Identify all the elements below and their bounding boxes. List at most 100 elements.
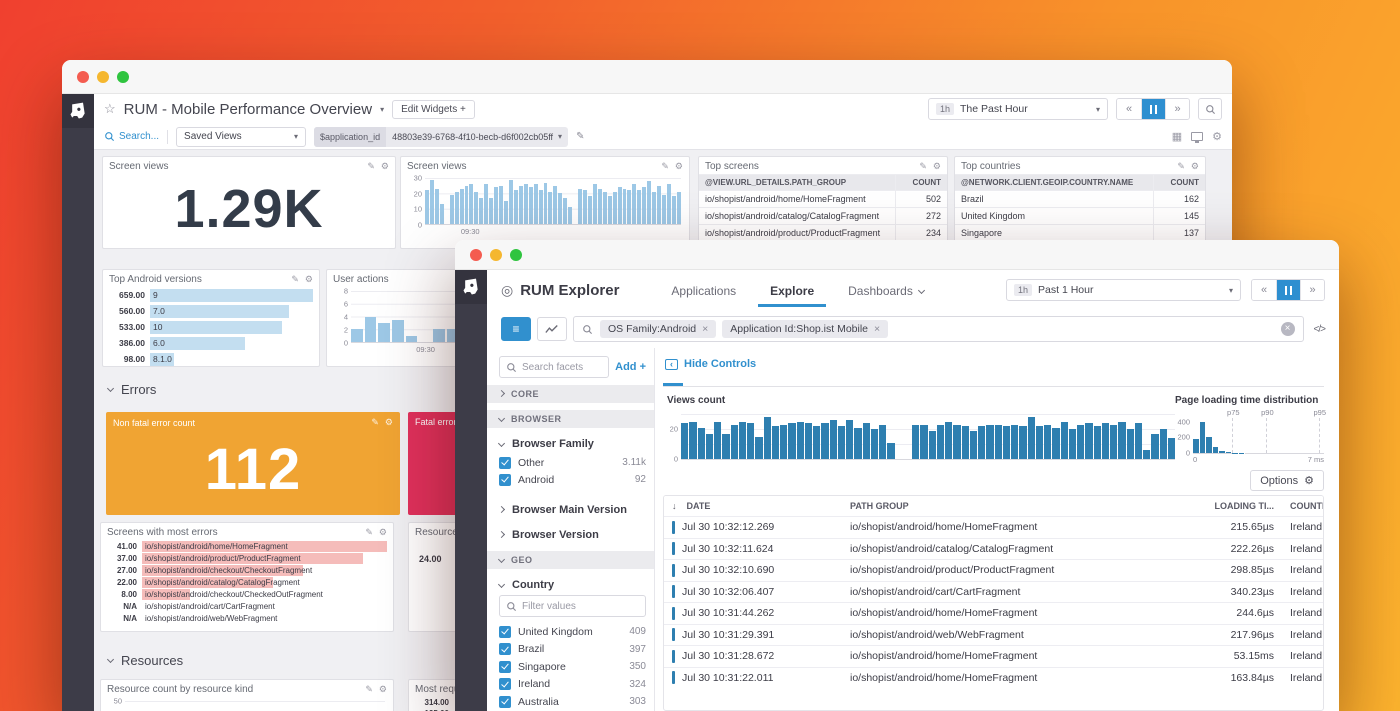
loading-time-distribution-chart[interactable]: 400 200 0 p75 p90 p95 — [1193, 418, 1324, 454]
event-row[interactable]: Jul 30 10:32:06.407 io/shopist/android/c… — [664, 581, 1323, 603]
search-query-field[interactable]: OS Family:Android × Application Id:Shop.… — [573, 316, 1304, 342]
hide-controls-button[interactable]: ‹ Hide Controls — [665, 358, 1324, 370]
table-row[interactable]: io/shopist/android/product/ProductFragme… — [699, 225, 947, 242]
edit-widgets-button[interactable]: Edit Widgets + — [392, 100, 475, 119]
rewind-button[interactable]: « — [1117, 99, 1141, 119]
dashboard-search[interactable]: Search... — [104, 131, 159, 142]
hbar-row[interactable]: 22.00 io/shopist/android/catalog/Catalog… — [101, 576, 393, 588]
column-header[interactable]: PATH GROUP — [842, 501, 1177, 511]
saved-views-select[interactable]: Saved Views ▾ — [176, 127, 306, 147]
search-filter-chip[interactable]: OS Family:Android × — [600, 320, 716, 338]
hbar-row[interactable]: 8.00 io/shopist/android/checkout/Checked… — [101, 588, 393, 600]
edit-pencil-icon[interactable]: ✎ — [1177, 161, 1185, 172]
event-row[interactable]: Jul 30 10:31:29.391 io/shopist/android/w… — [664, 624, 1323, 646]
sort-descending-icon[interactable]: ↓ — [672, 501, 677, 511]
title-caret-icon[interactable]: ▾ — [380, 105, 384, 114]
tab[interactable] — [663, 376, 683, 386]
widget-gear-icon[interactable]: ⚙ — [933, 161, 941, 172]
checkbox-checked-icon[interactable] — [499, 626, 511, 638]
table-row[interactable]: io/shopist/android/catalog/CatalogFragme… — [699, 208, 947, 225]
widget-gear-icon[interactable]: ⚙ — [1191, 161, 1199, 172]
edit-pencil-icon[interactable]: ✎ — [367, 161, 375, 172]
edit-pencil-icon[interactable]: ✎ — [291, 274, 299, 285]
options-button[interactable]: Options ⚙ — [1250, 470, 1324, 491]
tv-mode-icon[interactable] — [1191, 132, 1203, 141]
table-row[interactable]: United Kingdom145 — [955, 208, 1205, 225]
table-row[interactable]: Brazil162 — [955, 191, 1205, 208]
rewind-button[interactable]: « — [1252, 280, 1276, 300]
top-screens-widget[interactable]: Top screens ✎⚙ @VIEW.URL_DETAILS.PATH_GR… — [698, 156, 948, 247]
event-row[interactable]: Jul 30 10:31:22.011 io/shopist/android/h… — [664, 667, 1323, 689]
nav-applications[interactable]: Applications — [659, 273, 748, 307]
zoom-graph-button[interactable] — [1198, 98, 1222, 120]
errors-section-header[interactable]: Errors — [108, 382, 156, 397]
add-facet-button[interactable]: Add + — [615, 361, 646, 373]
pause-button[interactable] — [1276, 280, 1300, 300]
views-count-chart[interactable]: 20 0 — [681, 414, 1175, 460]
country-filter-input[interactable] — [499, 595, 646, 617]
checkbox-checked-icon[interactable] — [499, 678, 511, 690]
screen-views-chart-widget[interactable]: Screen views ✎⚙ 30 20 10 0 09:30 — [400, 156, 690, 249]
widget-gear-icon[interactable]: ⚙ — [675, 161, 683, 172]
dashboard-settings-gear-icon[interactable]: ⚙ — [1212, 130, 1222, 143]
forward-button[interactable]: » — [1165, 99, 1189, 119]
time-range-select[interactable]: 1h Past 1 Hour ▾ — [1006, 279, 1241, 301]
remove-filter-icon[interactable]: × — [874, 323, 880, 335]
maximize-window-button[interactable] — [117, 71, 129, 83]
nav-dashboards[interactable]: Dashboards — [836, 273, 936, 307]
nav-explore[interactable]: Explore — [758, 273, 826, 307]
minimize-window-button[interactable] — [490, 249, 502, 261]
facet-value-row[interactable]: Android 92 — [499, 471, 646, 488]
edit-pencil-icon[interactable]: ✎ — [365, 527, 373, 538]
hbar-row[interactable]: N/A io/shopist/android/cart/CartFragment — [101, 600, 393, 612]
tab[interactable] — [743, 376, 763, 386]
facet-value-row[interactable]: United Kingdom 409 — [499, 623, 646, 641]
event-row[interactable]: Jul 30 10:32:11.624 io/shopist/android/c… — [664, 538, 1323, 560]
checkbox-checked-icon[interactable] — [499, 643, 511, 655]
search-filter-chip[interactable]: Application Id:Shop.ist Mobile × — [722, 320, 888, 338]
widget-gear-icon[interactable]: ⚙ — [385, 417, 393, 428]
tab[interactable] — [723, 376, 743, 386]
hbar-row[interactable]: 560.00 7.0 — [103, 303, 319, 319]
edit-filter-pencil-icon[interactable]: ✎ — [576, 131, 584, 142]
facet-browser-family[interactable]: Browser Family — [499, 438, 646, 450]
hbar-row[interactable]: 37.00 io/shopist/android/product/Product… — [101, 552, 393, 564]
widget-gear-icon[interactable]: ⚙ — [305, 274, 313, 285]
resource-count-bar-chart[interactable] — [125, 701, 385, 711]
checkbox-checked-icon[interactable] — [499, 457, 511, 469]
table-row[interactable]: io/shopist/android/home/HomeFragment502 — [699, 191, 947, 208]
list-view-button[interactable]: ≡ — [501, 317, 531, 341]
remove-filter-icon[interactable]: × — [702, 323, 708, 335]
screen-views-number-widget[interactable]: Screen views ✎⚙ 1.29K — [102, 156, 396, 249]
checkbox-checked-icon[interactable] — [499, 474, 511, 486]
non-fatal-error-count-widget[interactable]: Non fatal error count ✎⚙ 112 — [106, 412, 400, 515]
screen-views-bar-chart[interactable] — [425, 178, 681, 225]
checkbox-checked-icon[interactable] — [499, 696, 511, 708]
event-row[interactable]: Jul 30 10:32:10.690 io/shopist/android/p… — [664, 559, 1323, 581]
column-header[interactable]: DATE — [687, 501, 711, 511]
resource-count-by-kind-widget[interactable]: Resource count by resource kind ✎⚙ 50 40 — [100, 679, 394, 711]
event-row[interactable]: Jul 30 10:32:12.269 io/shopist/android/h… — [664, 516, 1323, 538]
tab[interactable] — [683, 376, 703, 386]
facet-value-row[interactable]: Australia 303 — [499, 693, 646, 711]
facet-value-row[interactable]: Brazil 397 — [499, 641, 646, 659]
timeseries-view-button[interactable] — [537, 317, 567, 341]
top-countries-widget[interactable]: Top countries ✎⚙ @NETWORK.CLIENT.GEOIP.C… — [954, 156, 1206, 247]
hbar-row[interactable]: 659.00 9 — [103, 287, 319, 303]
query-syntax-icon[interactable]: </> — [1314, 324, 1325, 335]
facet-value-row[interactable]: Singapore 350 — [499, 658, 646, 676]
widget-gear-icon[interactable]: ⚙ — [379, 684, 387, 695]
datadog-logo[interactable] — [62, 94, 94, 128]
column-header[interactable]: COUNTRY — [1282, 501, 1324, 511]
grid-layout-icon[interactable]: ▦ — [1172, 130, 1182, 143]
facet-value-row[interactable]: Ireland 324 — [499, 676, 646, 694]
close-window-button[interactable] — [470, 249, 482, 261]
favorite-star-icon[interactable]: ☆ — [104, 101, 116, 117]
edit-pencil-icon[interactable]: ✎ — [661, 161, 669, 172]
hbar-row[interactable]: 41.00 io/shopist/android/home/HomeFragme… — [101, 540, 393, 552]
facet-country[interactable]: Country — [499, 579, 646, 591]
facet-section-geo[interactable]: GEO — [487, 551, 654, 569]
pause-button[interactable] — [1141, 99, 1165, 119]
application-id-filter-chip[interactable]: $application_id 48803e39-6768-4f10-becb-… — [314, 127, 568, 147]
resources-section-header[interactable]: Resources — [108, 653, 183, 668]
